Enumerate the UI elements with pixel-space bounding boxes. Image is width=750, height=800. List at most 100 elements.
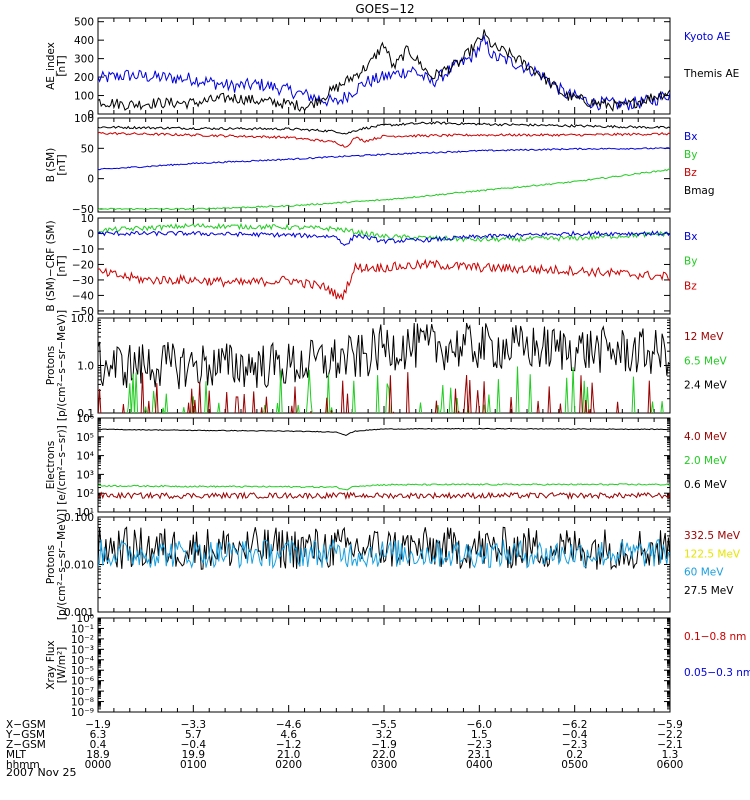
- series-line-kyoto-ae: [98, 34, 670, 111]
- panel-electrons: 10¹ 10² 10³ 10⁴ 10⁵ 10⁶ Electrons[e/(cm²−s−sr)…: [45, 413, 728, 519]
- legend-entry: 12 MeV: [684, 331, 724, 343]
- y-axis-label-line: [nT]: [56, 55, 68, 76]
- y-tick-label: 10⁻¹: [71, 623, 94, 635]
- y-axis-label-line: Protons: [45, 346, 57, 385]
- legend-entry: 0.6 MeV: [684, 479, 728, 491]
- series-line-bz: [98, 131, 670, 148]
- x-table-row-label: Z−GSM: [6, 739, 46, 751]
- y-tick-label: 10⁻⁵: [71, 665, 94, 677]
- y-tick-label: 0: [87, 228, 94, 240]
- x-table-cell: 4.6: [280, 729, 297, 741]
- y-tick-label: 10¹: [76, 507, 94, 519]
- legend-entry: Themis AE: [683, 68, 739, 80]
- legend-entry: 27.5 MeV: [684, 585, 734, 597]
- legend-entry: By: [684, 149, 697, 161]
- y-tick-label: 10⁻²: [71, 634, 94, 646]
- y-axis-label-line: B (SM)−CRF (SM): [45, 220, 57, 311]
- y-tick-label: 10⁵: [76, 432, 94, 444]
- y-axis-label-line: AE_index: [45, 42, 57, 90]
- x-table-cell: −6.0: [467, 719, 493, 731]
- x-table-cell: −5.5: [371, 719, 397, 731]
- legend-entry: 2.0 MeV: [684, 455, 728, 467]
- legend-entry: 2.4 MeV: [684, 380, 728, 392]
- x-table-cell: −2.2: [657, 729, 683, 741]
- x-table-cell: 1.3: [662, 749, 679, 761]
- y-tick-label: 100: [74, 113, 94, 125]
- x-table-cell: −4.6: [276, 719, 302, 731]
- legend-entry: 332.5 MeV: [684, 530, 741, 542]
- legend-entry: Bz: [684, 167, 697, 179]
- date-label: 2007 Nov 25: [6, 766, 76, 779]
- series-line-themis-ae: [98, 29, 670, 113]
- panel-ae: 0 100 200 300 400 500 AE_index[nT] Kyoto AE Them…: [45, 17, 739, 121]
- x-table-cell: −2.3: [467, 739, 493, 751]
- series-line-6-5-mev: [126, 366, 664, 413]
- y-tick-label: 10⁰: [76, 613, 94, 625]
- y-axis-label: Xray Flux[W/m²]: [45, 640, 68, 689]
- y-tick-label: 0: [87, 174, 94, 186]
- series-line-bx: [98, 147, 670, 171]
- y-axis-label: B (SM)[nT]: [45, 148, 68, 182]
- legend-entry: Bx: [684, 231, 697, 243]
- series-line-2-4-mev: [98, 322, 670, 390]
- series-line-bmag: [98, 121, 670, 135]
- x-table-row-label: hhmm: [6, 759, 40, 771]
- legend-entry: By: [684, 256, 697, 268]
- y-tick-label: 10²: [76, 488, 94, 500]
- x-table-cell: −2.3: [562, 739, 588, 751]
- legend-entry: Bmag: [684, 185, 715, 197]
- x-table-row-label: MLT: [6, 749, 26, 761]
- y-tick-label: 10: [81, 213, 94, 225]
- y-axis-label: Protons[p/(cm²−s−sr−MeV)]: [45, 310, 68, 421]
- series-line-4-0-mev: [98, 491, 670, 500]
- panel-frame: [97, 617, 671, 713]
- y-axis-label-line: [nT]: [56, 154, 68, 175]
- y-axis-label: B (SM)−CRF (SM)[nT]: [45, 220, 68, 311]
- y-axis-label-line: Xray Flux: [45, 640, 57, 689]
- panel-frame: [97, 317, 671, 414]
- x-table-cell: −1.9: [85, 719, 111, 731]
- series-line-by: [98, 222, 670, 243]
- y-tick-label: 200: [74, 72, 94, 84]
- y-tick-label: −50: [72, 306, 94, 318]
- y-tick-label: 0.100: [64, 512, 94, 524]
- x-table-cell: 0.4: [90, 739, 107, 751]
- legend-entry: 60 MeV: [684, 567, 724, 579]
- legend-entry: 0.1−0.8 nm: [684, 631, 746, 643]
- panel-frame: [97, 17, 671, 115]
- y-axis-label-line: [nT]: [56, 255, 68, 276]
- x-table-cell: −6.2: [562, 719, 588, 731]
- x-table-cell: −3.3: [181, 719, 207, 731]
- y-axis-label: Electrons[e/(cm²−s−sr)]: [45, 425, 68, 504]
- panel-dsm: −50 −40 −30 −20 −10 0 10 B (SM)−CRF (SM)[nT] Bx B…: [45, 213, 697, 318]
- y-axis-label-line: [p/(cm²−s−sr−MeV)]: [56, 310, 68, 421]
- x-table-cell: 0.2: [566, 749, 583, 761]
- x-table-cell: 0500: [561, 759, 588, 771]
- legend-entry: 6.5 MeV: [684, 355, 728, 367]
- y-tick-label: 300: [74, 54, 94, 66]
- y-tick-label: 0: [87, 109, 94, 121]
- panel-frame: [97, 217, 671, 315]
- y-axis-label: AE_index[nT]: [45, 42, 68, 90]
- legend-entry: 122.5 MeV: [684, 548, 741, 560]
- x-table-cell: 0400: [466, 759, 493, 771]
- y-tick-label: −10: [72, 244, 94, 256]
- legend-entry: Kyoto AE: [684, 31, 730, 43]
- x-table-cell: 0000: [85, 759, 112, 771]
- y-tick-label: 500: [74, 17, 94, 29]
- series-line-2-0-mev: [98, 483, 670, 491]
- legend-entry: Bz: [684, 280, 697, 292]
- x-table-row-label: X−GSM: [6, 719, 46, 731]
- y-tick-label: 1.0: [77, 361, 94, 373]
- x-table-cell: 6.3: [90, 729, 107, 741]
- series-line-by: [98, 168, 670, 211]
- y-tick-label: 100: [74, 91, 94, 103]
- x-table-cell: 0600: [657, 759, 684, 771]
- x-table-cell: −0.4: [181, 739, 207, 751]
- x-table-cell: 0300: [371, 759, 398, 771]
- y-tick-label: −40: [72, 290, 94, 302]
- series-line-27-5-mev: [98, 526, 670, 571]
- x-table-cell: −1.9: [371, 739, 397, 751]
